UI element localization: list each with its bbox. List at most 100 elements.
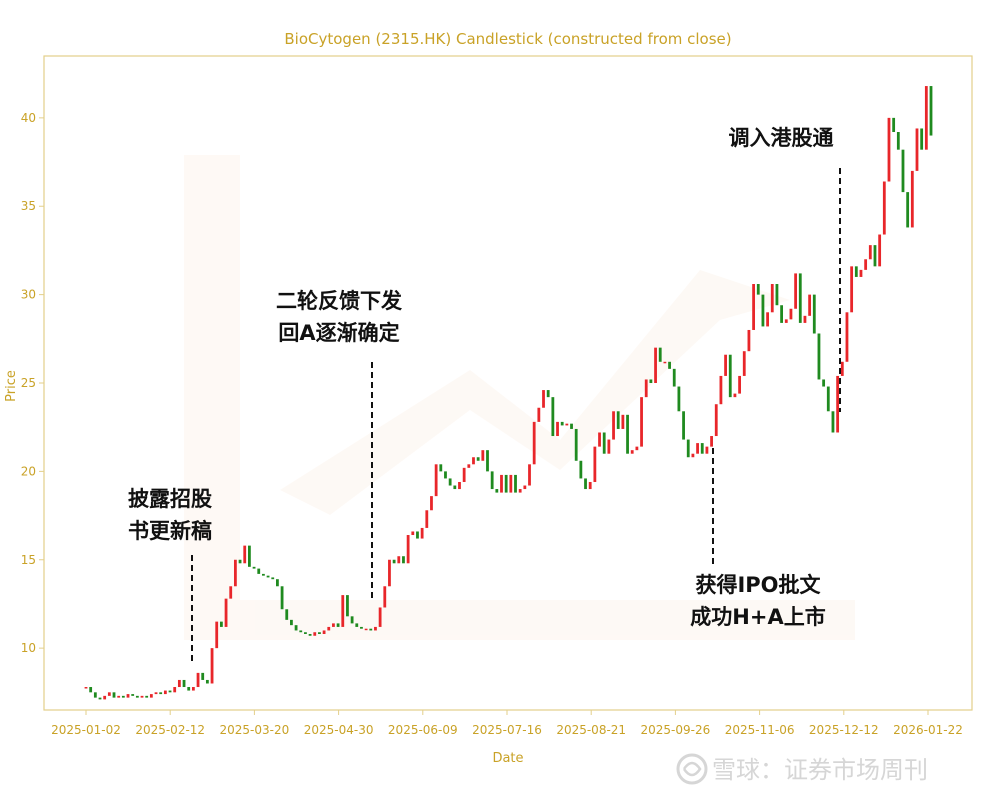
- candle-down: [187, 687, 191, 691]
- candle-up: [229, 586, 233, 599]
- annotation-stock-connect: 调入港股通: [729, 126, 841, 412]
- candle-down: [812, 294, 816, 334]
- candle-down: [901, 149, 905, 193]
- candle-up: [784, 319, 788, 323]
- candle-down: [93, 692, 97, 698]
- y-tick-label: 10: [21, 641, 36, 655]
- candle-up: [621, 414, 625, 429]
- candle-up: [332, 623, 335, 627]
- candle-up: [532, 421, 536, 465]
- candle-up: [378, 607, 382, 627]
- candle-up: [607, 439, 611, 454]
- candle-down: [495, 489, 499, 493]
- candle-down: [626, 414, 629, 454]
- candle-down: [504, 474, 508, 493]
- annotation-prospectus: 披露招股 书更新稿: [128, 487, 212, 662]
- candle-up: [481, 450, 485, 461]
- candle-down: [266, 575, 270, 578]
- candle-up: [177, 679, 181, 688]
- candle-up: [724, 354, 727, 376]
- y-tick-label: 35: [21, 199, 36, 213]
- candle-up: [705, 446, 709, 454]
- candle-down: [476, 457, 480, 461]
- x-tick-label: 2025-04-30: [304, 723, 374, 737]
- candle-down: [444, 471, 447, 479]
- candle-down: [892, 117, 896, 133]
- candle-up: [341, 595, 345, 627]
- candle-up: [467, 464, 471, 468]
- candle-up: [434, 464, 438, 497]
- candle-up: [808, 294, 812, 316]
- annotation-second-feedback-line2: 回A逐渐确定: [278, 321, 399, 345]
- candle-up: [719, 375, 723, 405]
- candle-up: [430, 496, 433, 511]
- x-tick-label: 2025-06-09: [388, 723, 458, 737]
- candle-down: [551, 397, 555, 437]
- candle-up: [612, 411, 615, 440]
- candle-up: [472, 457, 475, 465]
- candle-down: [131, 694, 135, 696]
- candle-down: [486, 450, 489, 472]
- candle-down: [677, 386, 681, 412]
- candle-down: [798, 273, 802, 323]
- candle-up: [327, 626, 331, 631]
- candle-down: [873, 245, 877, 267]
- candle-up: [313, 632, 317, 636]
- candle-down: [262, 573, 265, 576]
- candle-up: [411, 531, 415, 536]
- x-axis-label: Date: [492, 751, 523, 766]
- candle-up: [107, 692, 111, 696]
- watermark-text: 雪球：证券市场周刊: [712, 756, 928, 784]
- candle-down: [182, 679, 186, 688]
- candle-up: [388, 559, 391, 587]
- candle-up: [556, 421, 559, 437]
- candle-up: [523, 485, 527, 490]
- candle-up: [915, 128, 919, 171]
- candle-down: [570, 423, 573, 429]
- candle-up: [420, 527, 424, 539]
- candle-up: [738, 375, 741, 394]
- candle-down: [392, 559, 396, 564]
- background-watermark-graphic: [184, 155, 855, 640]
- candle-up: [537, 407, 541, 422]
- candle-up: [803, 315, 807, 323]
- candle-up: [859, 269, 863, 277]
- candle-up: [224, 598, 228, 627]
- x-tick-label: 2025-12-12: [809, 723, 879, 737]
- candle-up: [215, 621, 219, 649]
- candle-down: [906, 192, 910, 228]
- candle-up: [126, 694, 130, 698]
- candle-up: [528, 464, 531, 486]
- candle-down: [369, 628, 373, 631]
- candle-down: [252, 566, 256, 569]
- candle-down: [439, 464, 443, 472]
- candle-down: [98, 697, 102, 700]
- candle-down: [658, 347, 662, 362]
- candle-up: [654, 347, 657, 383]
- watermark: 雪球：证券市场周刊: [676, 753, 928, 785]
- annotation-second-feedback-line1: 二轮反馈下发: [276, 289, 403, 313]
- candle-down: [896, 132, 900, 150]
- candle-down: [649, 379, 653, 383]
- candle-down: [402, 556, 405, 564]
- candle-up: [770, 284, 774, 313]
- y-tick-label: 30: [21, 288, 36, 302]
- x-tick-label: 2025-02-12: [135, 723, 205, 737]
- candles-group: [84, 86, 933, 700]
- candle-down: [205, 679, 209, 684]
- x-tick-label: 2025-09-26: [641, 723, 711, 737]
- candle-up: [500, 474, 503, 493]
- candle-up: [663, 361, 667, 364]
- candle-up: [163, 690, 167, 695]
- annotation-prospectus-line2: 书更新稿: [128, 519, 212, 543]
- candle-up: [565, 423, 569, 426]
- candle-up: [644, 379, 648, 398]
- candle-down: [616, 411, 620, 429]
- candle-down: [822, 379, 826, 387]
- y-axis: 10 15 20 25 30 35 40: [21, 111, 44, 655]
- candle-down: [448, 478, 452, 486]
- candle-down: [574, 428, 578, 461]
- candle-down: [276, 579, 279, 587]
- candle-up: [910, 170, 914, 228]
- annotation-ipo-approval: 获得IPO批文 成功H+A上市: [690, 448, 826, 629]
